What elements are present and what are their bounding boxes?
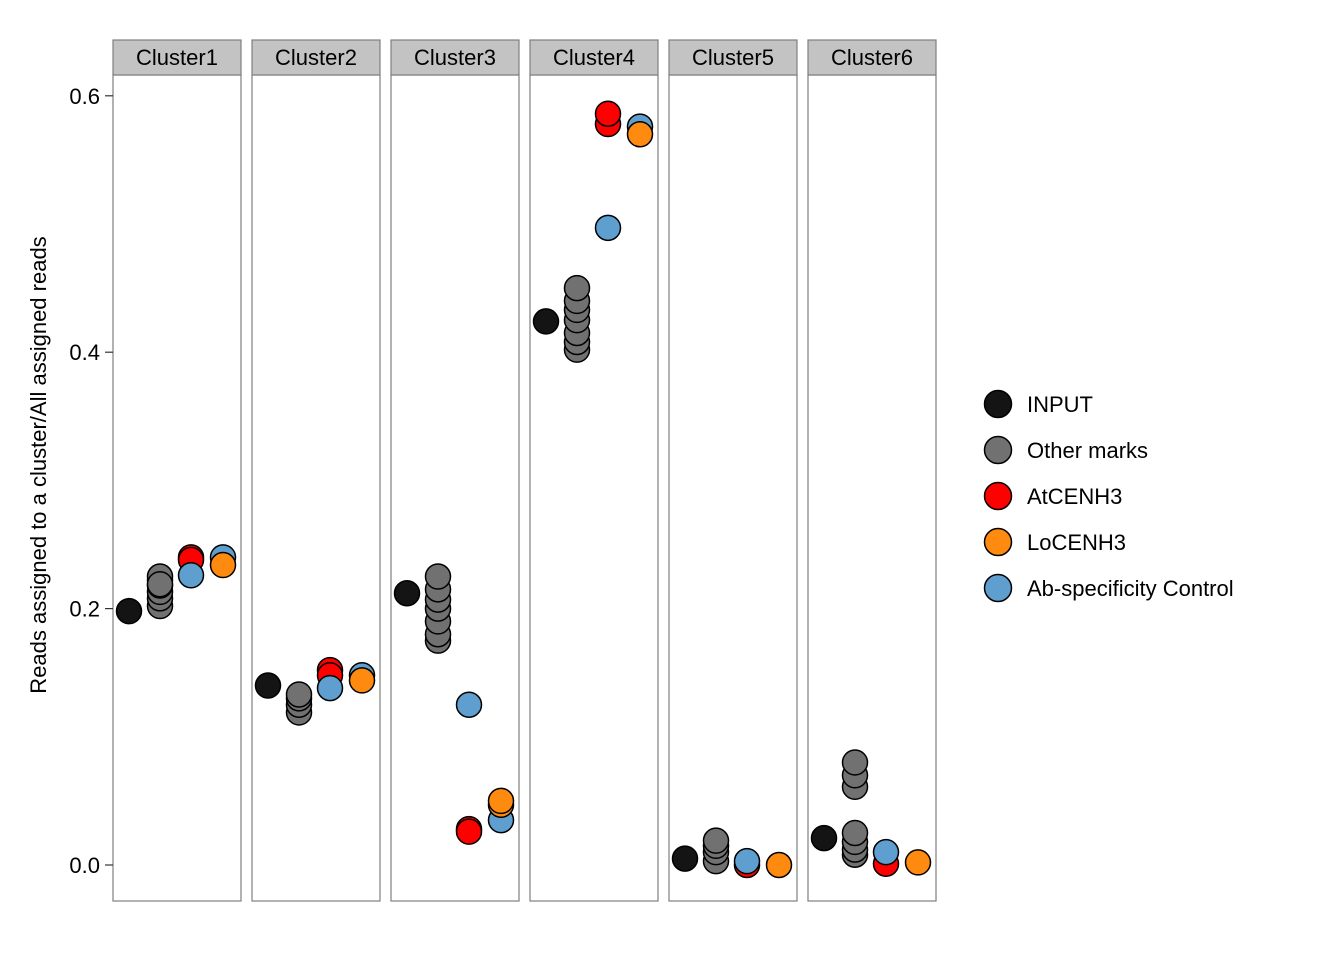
y-tick-label: 0.0 bbox=[69, 853, 100, 878]
legend-item-locenh3: LoCENH3 bbox=[983, 527, 1126, 557]
legend-label: AtCENH3 bbox=[1027, 484, 1122, 509]
legend-key bbox=[983, 481, 1013, 511]
data-point-atcenh3 bbox=[455, 818, 483, 845]
data-point-input bbox=[671, 845, 699, 872]
panel-frame bbox=[112, 74, 242, 902]
data-point-other-marks bbox=[563, 274, 591, 302]
data-point-locenh3 bbox=[487, 787, 515, 815]
facet-strip-label: Cluster5 bbox=[692, 45, 774, 70]
legend-key bbox=[983, 527, 1013, 557]
facet-strip bbox=[112, 39, 242, 76]
facet-strip bbox=[529, 39, 659, 76]
panel-frame bbox=[390, 74, 520, 902]
data-point-other-marks bbox=[285, 681, 313, 708]
data-point-locenh3 bbox=[209, 551, 237, 579]
y-axis-title: Reads assigned to a cluster/All assigned… bbox=[26, 236, 51, 693]
facet-strip-label: Cluster6 bbox=[831, 45, 913, 70]
data-point-input bbox=[254, 672, 282, 699]
data-point-input bbox=[532, 308, 560, 335]
legend-item-atcenh3: AtCENH3 bbox=[983, 481, 1122, 511]
panel-frame bbox=[251, 74, 381, 902]
legend-label: Ab-specificity Control bbox=[1027, 576, 1234, 601]
legend: INPUT Other marks AtCENH3 LoCENH3 Ab-specifi… bbox=[983, 389, 1234, 603]
facet-strip bbox=[390, 39, 520, 76]
data-point-other-marks bbox=[702, 827, 730, 854]
data-point-ab-specificity-control bbox=[594, 214, 622, 242]
data-point-ab-specificity-control bbox=[455, 691, 483, 718]
data-point-locenh3 bbox=[765, 851, 793, 879]
facet-strip bbox=[668, 39, 798, 76]
facet-strip-label: Cluster3 bbox=[414, 45, 496, 70]
data-point-input bbox=[115, 597, 143, 625]
data-point-input bbox=[393, 579, 421, 607]
panel-frame bbox=[807, 74, 937, 902]
data-point-input bbox=[810, 824, 838, 852]
legend-key bbox=[983, 435, 1013, 465]
data-point-locenh3 bbox=[904, 849, 932, 876]
facet-panel-cluster2: Cluster2 bbox=[251, 39, 381, 902]
y-tick-label: 0.6 bbox=[69, 84, 100, 109]
facet-strip-label: Cluster2 bbox=[275, 45, 357, 70]
facet-panel-cluster5: Cluster5 bbox=[668, 39, 798, 902]
facet-strip bbox=[807, 39, 937, 76]
facet-strip-label: Cluster1 bbox=[136, 45, 218, 70]
legend-item-ab-specificity-control: Ab-specificity Control bbox=[983, 573, 1234, 603]
data-point-ab-specificity-control bbox=[316, 674, 344, 702]
data-point-other-marks bbox=[424, 563, 452, 590]
panel-frame bbox=[529, 74, 659, 902]
facet-panel-cluster3: Cluster3 bbox=[390, 39, 520, 902]
facet-strip bbox=[251, 39, 381, 76]
legend-item-input: INPUT bbox=[983, 389, 1093, 419]
facet-panels: Cluster1 Cluster2 Cluster3 Cluster4 Cluster5… bbox=[112, 39, 937, 902]
facet-panel-cluster1: Cluster1 bbox=[112, 39, 242, 902]
y-axis: 0.0 0.2 0.4 0.6 bbox=[69, 84, 113, 878]
legend-label: LoCENH3 bbox=[1027, 530, 1126, 555]
data-point-other-marks bbox=[841, 819, 869, 847]
y-tick-label: 0.4 bbox=[69, 340, 100, 365]
data-point-ab-specificity-control bbox=[733, 847, 761, 875]
legend-label: Other marks bbox=[1027, 438, 1148, 463]
legend-item-other-marks: Other marks bbox=[983, 435, 1148, 465]
facet-panel-cluster6: Cluster6 bbox=[807, 39, 937, 902]
facet-panel-cluster4: Cluster4 bbox=[529, 39, 659, 902]
data-point-other-marks bbox=[146, 570, 174, 598]
facet-strip-label: Cluster4 bbox=[553, 45, 635, 70]
data-point-other-marks bbox=[841, 749, 869, 776]
y-tick-label: 0.2 bbox=[69, 597, 100, 622]
data-point-locenh3 bbox=[348, 667, 376, 694]
panel-frame bbox=[668, 74, 798, 902]
data-point-locenh3 bbox=[626, 121, 654, 148]
data-point-ab-specificity-control bbox=[177, 562, 205, 589]
legend-key bbox=[983, 573, 1013, 603]
legend-key bbox=[983, 389, 1013, 419]
data-point-ab-specificity-control bbox=[872, 838, 900, 866]
legend-label: INPUT bbox=[1027, 392, 1093, 417]
data-point-atcenh3 bbox=[594, 100, 622, 127]
